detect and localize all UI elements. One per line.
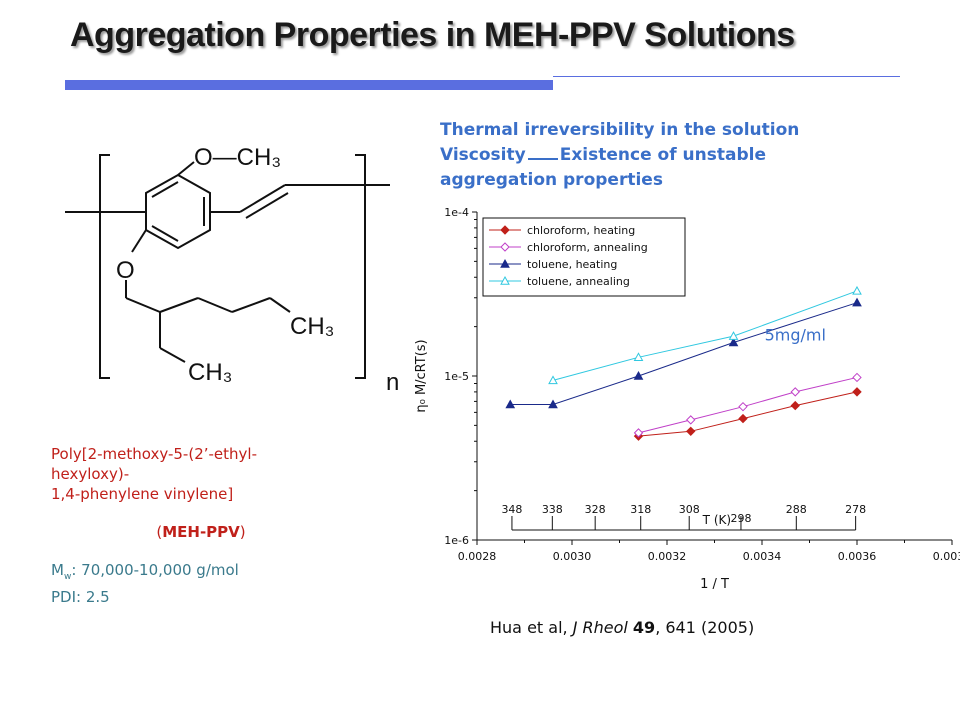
polymer-abbreviation: (MEH-PPV): [51, 522, 351, 542]
temperature-tick-label: 338: [542, 503, 563, 516]
methoxy-label: O—CH₃: [194, 144, 281, 171]
polymer-name-line-1: Poly[2-methoxy-5-(2’-ethyl-: [51, 445, 257, 463]
chart-heading: Thermal irreversibility in the solution …: [440, 118, 910, 193]
temperature-tick-label: 328: [585, 503, 606, 516]
right-bracket: [355, 154, 366, 379]
data-point: [738, 401, 748, 412]
heading-line-1: Thermal irreversibility in the solution: [440, 120, 800, 140]
legend-entry: toluene, annealing: [527, 275, 630, 288]
abbr-text: MEH-PPV: [162, 523, 240, 541]
data-point: [548, 399, 558, 409]
data-point: [633, 370, 644, 380]
citation: Hua et al, J Rheol 49, 641 (2005): [490, 618, 754, 637]
temperature-tick-label: 348: [501, 503, 522, 516]
series-line-3: [552, 290, 858, 381]
ether-oxygen-label: O: [116, 257, 135, 284]
data-point: [738, 413, 748, 424]
molecular-weight: Mw: 70,000-10,000 g/mol: [51, 560, 351, 587]
title-underline-thin: [553, 76, 900, 77]
legend-marker: [500, 258, 510, 268]
temperature-tick-label: 278: [845, 503, 866, 516]
legend-entry: chloroform, heating: [527, 224, 635, 237]
heading-line-3: aggregation properties: [440, 170, 663, 190]
legend-marker: [500, 225, 510, 235]
x-tick-label: 0.0036: [838, 550, 877, 563]
x-axis-label: 1 / T: [700, 577, 729, 592]
heading-arrow-dash: [527, 158, 558, 160]
citation-authors: Hua et al,: [490, 618, 573, 637]
data-point: [852, 387, 862, 397]
data-point: [548, 375, 558, 385]
data-point: [790, 400, 800, 411]
meh-ppv-structure: O—CH₃ O CH₃ CH₃ n: [65, 144, 399, 396]
viscosity-chart: 0.0028 0.0030 0.0032 0.0034 0.0036 0.0038 1e-6…: [414, 206, 960, 592]
x-tick-label: 0.0032: [648, 550, 687, 563]
citation-pages-year: , 641 (2005): [655, 618, 755, 637]
temperature-tick-label: 288: [786, 503, 807, 516]
temperature-tick-label: 308: [679, 503, 700, 516]
legend-marker: [500, 275, 510, 285]
repeat-unit-n: n: [386, 369, 399, 396]
concentration-annotation: 5mg/ml: [765, 325, 826, 344]
legend-entry: chloroform, annealing: [527, 241, 648, 254]
data-point: [686, 426, 696, 437]
legend-marker: [500, 242, 510, 252]
x-tick-label: 0.0038: [933, 550, 960, 563]
abbr-close-paren: ): [239, 523, 246, 541]
x-tick-label: 0.0034: [743, 550, 782, 563]
data-point: [633, 428, 644, 438]
data-point: [852, 297, 862, 307]
x-tick-label: 0.0028: [458, 550, 497, 563]
methyl-label-bottom: CH₃: [188, 359, 232, 386]
y-axis-label: η₀ M/cRT(s): [414, 339, 429, 412]
data-point: [790, 387, 800, 397]
mw-symbol: M: [51, 561, 64, 579]
citation-journal: J Rheol: [572, 618, 628, 637]
data-point: [852, 285, 862, 295]
data-point: [728, 331, 739, 340]
methyl-label-top: CH₃: [290, 313, 334, 340]
temperature-axis-label: T (K): [702, 513, 731, 527]
x-tick-label: 0.0030: [553, 550, 592, 563]
temperature-tick-label: 298: [730, 512, 751, 525]
temperature-tick-label: 318: [630, 503, 651, 516]
legend-box: [482, 217, 686, 297]
polymer-name-line-3: 1,4-phenylene vinylene]: [51, 485, 234, 503]
heading-line-2: Viscosity Existence of unstable: [440, 143, 910, 168]
legend-entry: toluene, heating: [527, 258, 617, 271]
mw-subscript: w: [63, 572, 72, 582]
data-point: [505, 399, 516, 409]
y-tick-label: 1e-6: [444, 534, 469, 547]
series-line-1: [638, 376, 858, 434]
data-point: [852, 372, 862, 383]
series-line-0: [638, 391, 858, 437]
data-point: [633, 352, 644, 362]
polymer-name-line-2: hexyloxy)-: [51, 465, 130, 483]
y-tick-label: 1e-4: [444, 206, 469, 219]
title-underline-thick: [65, 80, 553, 90]
abbr-open-paren: (: [156, 523, 163, 541]
heading-existence: Existence of unstable: [559, 145, 766, 165]
data-point: [686, 415, 696, 425]
y-tick-label: 1e-5: [444, 370, 469, 383]
data-point: [728, 337, 739, 347]
polydispersity: PDI: 2.5: [51, 588, 110, 606]
citation-volume: 49: [632, 618, 656, 637]
mw-value: : 70,000-10,000 g/mol: [71, 561, 239, 579]
left-bracket: [99, 154, 110, 379]
polymer-info: Poly[2-methoxy-5-(2’-ethyl- hexyloxy)- 1…: [51, 444, 351, 607]
slide-title: Aggregation Properties in MEH-PPV Soluti…: [70, 16, 795, 54]
heading-viscosity: Viscosity: [440, 145, 526, 165]
benzene-ring: [145, 173, 211, 250]
